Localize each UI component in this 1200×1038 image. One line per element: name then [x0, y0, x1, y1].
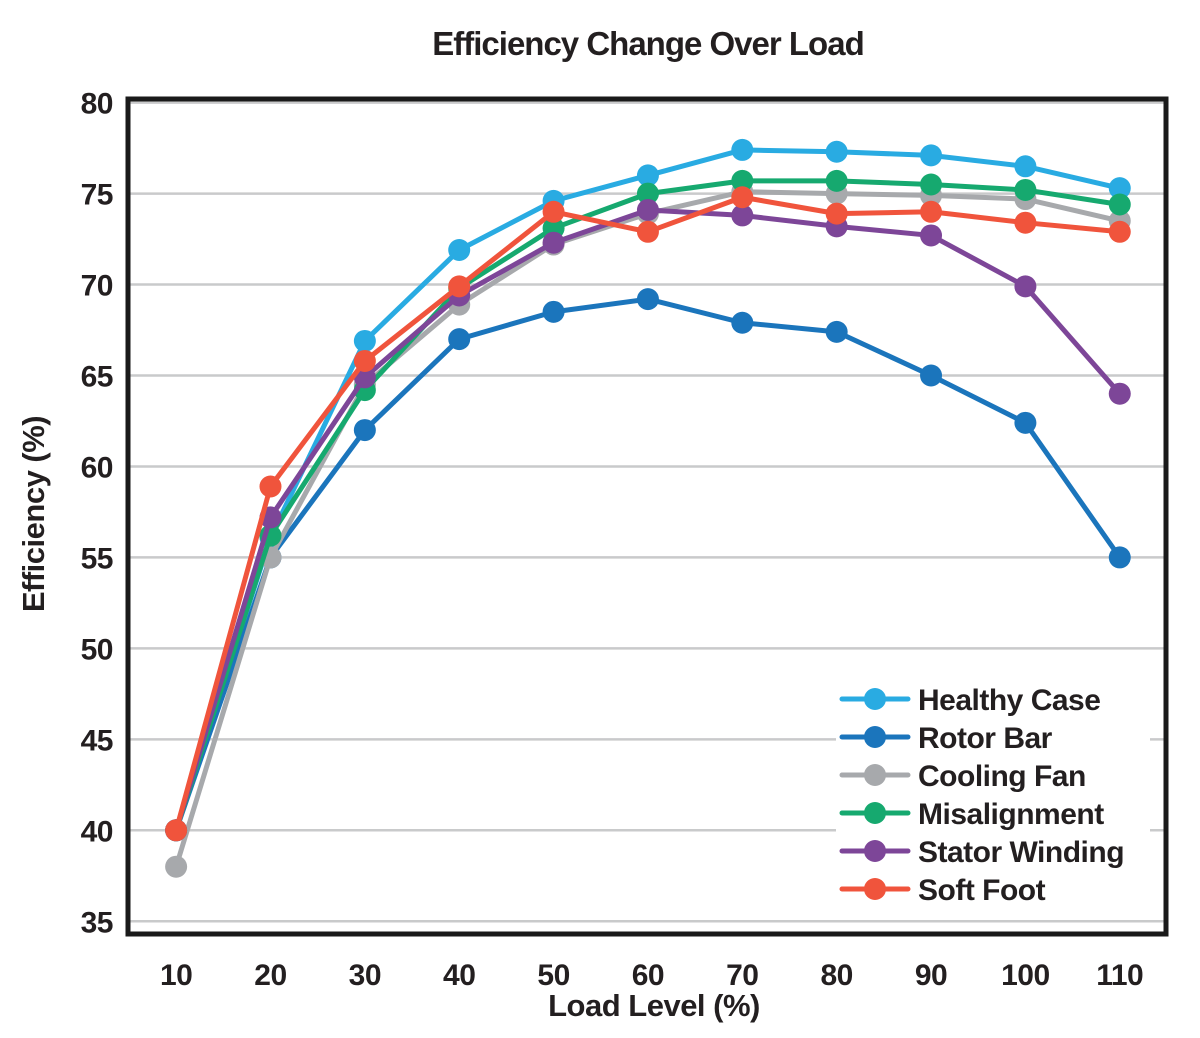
y-tick-label-50: 50 [81, 633, 113, 666]
legend-marker-dot [864, 688, 886, 710]
data-point [542, 231, 565, 254]
x-tick-label-90: 90 [915, 959, 947, 992]
data-point [731, 204, 754, 227]
data-point [165, 855, 188, 878]
data-point [448, 328, 471, 351]
data-point [731, 138, 754, 161]
y-tick-label-55: 55 [81, 542, 113, 575]
data-point [825, 169, 848, 192]
axis-frame [125, 96, 1169, 937]
legend-label: Rotor Bar [918, 722, 1053, 755]
y-tick-label-80: 80 [81, 88, 113, 121]
series-soft-foot [165, 186, 1131, 842]
data-point [1108, 220, 1131, 243]
tick-labels: 35 40 45 50 55 60 65 70 75 80 10 20 30 40 50 60 70 80 90 10… [81, 88, 1144, 992]
data-point [920, 200, 943, 223]
data-point [1108, 546, 1131, 569]
legend-item-misalignment: Misalignment [839, 798, 1105, 831]
data-point [636, 288, 659, 311]
y-axis-label: Efficiency (%) [16, 416, 51, 612]
data-point [920, 364, 943, 387]
data-point [636, 220, 659, 243]
legend-marker-dot [864, 764, 886, 786]
x-tick-label-60: 60 [632, 959, 664, 992]
data-point [353, 349, 376, 372]
data-point [636, 164, 659, 187]
data-point [636, 198, 659, 221]
data-point [920, 173, 943, 196]
x-tick-label-100: 100 [1001, 959, 1050, 992]
legend-label: Misalignment [918, 798, 1104, 831]
x-tick-label-50: 50 [537, 959, 569, 992]
x-tick-label-30: 30 [349, 959, 381, 992]
y-tick-label-60: 60 [81, 451, 113, 484]
legend-label: Soft Foot [918, 874, 1046, 907]
y-tick-label-70: 70 [81, 270, 113, 303]
legend-marker-dot [864, 726, 886, 748]
data-point [636, 182, 659, 205]
data-point [920, 224, 943, 247]
legend-marker-dot [864, 802, 886, 824]
data-point [731, 311, 754, 334]
y-tick-label-40: 40 [81, 815, 113, 848]
data-point [920, 144, 943, 167]
data-point [448, 238, 471, 261]
chart-title: Efficiency Change Over Load [432, 25, 863, 62]
data-point [1108, 177, 1131, 200]
data-point [165, 819, 188, 842]
x-axis-label: Load Level (%) [548, 988, 760, 1023]
legend-marker-dot [864, 878, 886, 900]
x-tick-label-10: 10 [160, 959, 192, 992]
legend-marker-dot [864, 840, 886, 862]
legend-item-rotor-bar: Rotor Bar [839, 722, 1053, 755]
data-point [542, 300, 565, 323]
data-point [825, 202, 848, 225]
x-tick-label-70: 70 [726, 959, 758, 992]
y-tick-label-45: 45 [81, 724, 113, 757]
data-point [1014, 155, 1037, 178]
data-point [1108, 193, 1131, 216]
data-point [1014, 178, 1037, 201]
legend-background [836, 678, 1150, 908]
x-tick-label-20: 20 [254, 959, 286, 992]
x-tick-label-110: 110 [1096, 959, 1143, 992]
plot-border [125, 96, 1169, 937]
data-point [1108, 382, 1131, 405]
data-point [1014, 211, 1037, 234]
data-point [1014, 411, 1037, 434]
legend-item-stator-winding: Stator Winding [839, 836, 1125, 869]
data-point [1014, 275, 1037, 298]
legend-label: Stator Winding [918, 836, 1124, 869]
data-point [731, 169, 754, 192]
legend-label: Cooling Fan [918, 760, 1086, 793]
legend-item-soft-foot: Soft Foot [839, 874, 1046, 907]
x-tick-label-40: 40 [443, 959, 475, 992]
data-point [353, 419, 376, 442]
legend-item-cooling-fan: Cooling Fan [839, 760, 1086, 793]
data-point [353, 329, 376, 352]
chart-legend: Healthy Case Rotor Bar Cooling Fan Misalign… [836, 678, 1150, 908]
data-point [731, 186, 754, 209]
data-point [448, 275, 471, 298]
data-point [259, 475, 282, 498]
y-tick-label-75: 75 [81, 179, 113, 212]
data-point [542, 200, 565, 223]
y-tick-label-65: 65 [81, 361, 113, 394]
legend-label: Healthy Case [918, 684, 1100, 717]
x-tick-label-80: 80 [820, 959, 852, 992]
y-tick-label-35: 35 [81, 906, 113, 939]
legend-item-healthy-case: Healthy Case [839, 684, 1101, 717]
data-point [825, 140, 848, 163]
data-series [165, 138, 1131, 878]
data-point [825, 320, 848, 343]
